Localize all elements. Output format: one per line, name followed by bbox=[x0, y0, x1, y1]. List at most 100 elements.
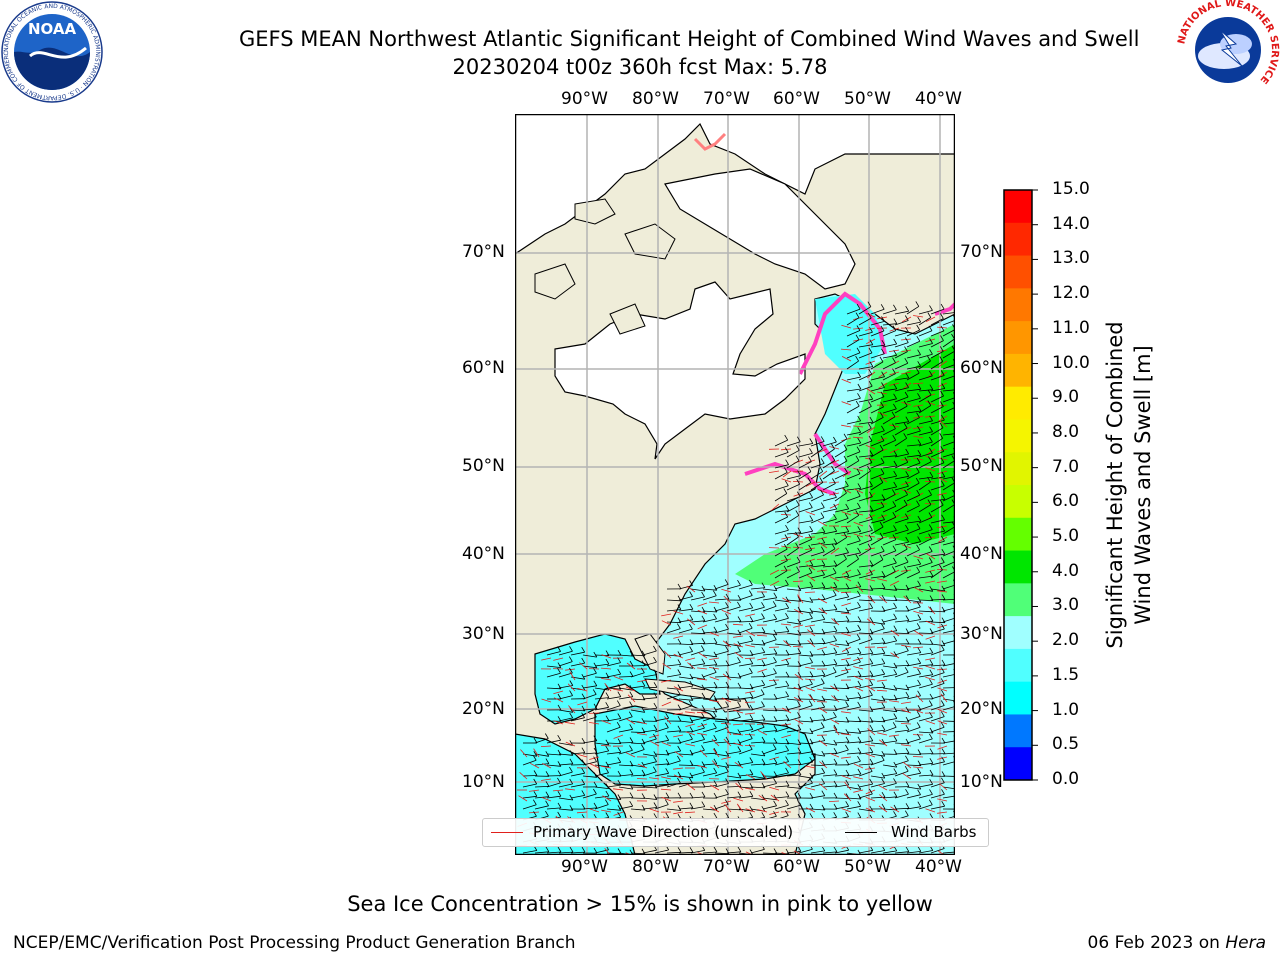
wind-barb bbox=[726, 796, 741, 799]
lat-label-right: 10°N bbox=[960, 772, 1003, 792]
wind-barb-feather bbox=[593, 668, 597, 674]
wind-barb bbox=[846, 731, 861, 734]
wind-barb bbox=[906, 753, 922, 755]
wind-barb bbox=[834, 741, 850, 744]
wind-barb bbox=[642, 797, 657, 800]
wind-barb-feather bbox=[689, 603, 694, 610]
wind-barb bbox=[858, 530, 873, 535]
wind-barb bbox=[870, 462, 885, 469]
wave-direction-arrow bbox=[853, 776, 864, 780]
wind-barb-feather bbox=[881, 514, 885, 520]
wind-barb bbox=[810, 507, 825, 513]
wind-barb-feather bbox=[701, 591, 705, 598]
wind-barb-feather bbox=[893, 713, 898, 719]
wind-barb bbox=[786, 621, 801, 625]
wind-barb-feather bbox=[833, 758, 838, 765]
wind-barb bbox=[894, 310, 909, 315]
wind-barb-feather bbox=[725, 736, 730, 743]
wind-barb bbox=[858, 470, 871, 480]
wind-barb bbox=[930, 848, 945, 854]
wind-barb bbox=[798, 662, 813, 667]
wind-barb-feather bbox=[892, 325, 897, 331]
wave-direction-arrow bbox=[841, 424, 852, 428]
wave-direction-arrow bbox=[649, 777, 660, 780]
wind-barb bbox=[798, 617, 813, 623]
wind-barb-feather bbox=[881, 494, 886, 500]
wind-barb-feather bbox=[713, 722, 717, 729]
wind-barb bbox=[822, 851, 838, 854]
wind-barb-feather bbox=[821, 560, 826, 566]
wind-barb-feather bbox=[941, 606, 946, 613]
wind-barb-feather bbox=[689, 591, 693, 597]
wind-barb bbox=[546, 807, 562, 810]
wave-direction-arrow bbox=[915, 694, 924, 703]
wind-barb bbox=[678, 807, 693, 810]
wind-barb bbox=[906, 571, 920, 579]
wave-direction-arrow bbox=[913, 555, 924, 560]
wind-barb-feather bbox=[916, 489, 921, 496]
wind-barb-feather bbox=[761, 714, 766, 721]
wind-barb-feather bbox=[748, 590, 753, 596]
wind-barb bbox=[834, 797, 850, 799]
wind-barb-feather bbox=[713, 747, 718, 754]
wind-barb bbox=[702, 772, 717, 777]
wind-barb-feather bbox=[617, 805, 622, 811]
wind-barb-feather bbox=[593, 747, 598, 754]
wave-direction-arrow bbox=[913, 415, 924, 419]
wind-barb-feather bbox=[725, 788, 729, 795]
wind-barb bbox=[702, 664, 717, 667]
wind-barb-feather bbox=[796, 556, 801, 563]
wind-barb bbox=[870, 729, 885, 733]
wind-barb bbox=[870, 353, 885, 359]
wind-barb bbox=[882, 309, 897, 315]
wind-barb-feather bbox=[569, 766, 573, 773]
wind-barb bbox=[690, 596, 705, 601]
wind-barb bbox=[918, 330, 933, 337]
wind-barb-feather bbox=[725, 671, 730, 677]
wind-barb-feather bbox=[749, 602, 754, 609]
wind-barb-feather bbox=[857, 526, 862, 532]
wind-barb bbox=[882, 373, 896, 381]
wind-barb bbox=[834, 620, 850, 623]
wind-barb bbox=[846, 339, 860, 348]
wind-barb bbox=[810, 795, 825, 799]
wind-barb-feather bbox=[905, 536, 910, 543]
wave-direction-arrow bbox=[793, 624, 804, 628]
wind-barb bbox=[690, 771, 705, 777]
wind-barb bbox=[894, 405, 908, 414]
wind-barb bbox=[822, 565, 837, 568]
wind-barb-feather bbox=[869, 602, 874, 609]
lon-label-bottom: 50°W bbox=[844, 857, 891, 877]
wave-direction-arrow bbox=[540, 745, 552, 747]
wind-barb-feather bbox=[785, 671, 790, 678]
wind-barb bbox=[618, 764, 634, 767]
wave-direction-arrow bbox=[673, 767, 684, 770]
wind-barb-feather bbox=[749, 692, 754, 698]
wave-direction-arrow bbox=[865, 312, 876, 318]
wind-barb-feather bbox=[833, 803, 838, 810]
wind-barb-feather bbox=[689, 623, 693, 630]
colorbar-swatch bbox=[1004, 747, 1032, 781]
wind-barb bbox=[582, 672, 597, 678]
wind-barb-feather bbox=[928, 546, 933, 552]
wind-barb-feather bbox=[916, 523, 921, 529]
wind-barb-feather bbox=[941, 548, 946, 555]
wind-barb-feather bbox=[617, 691, 622, 697]
lat-label-right: 20°N bbox=[960, 699, 1003, 719]
wind-barb-feather bbox=[761, 582, 766, 588]
wind-barb-feather bbox=[917, 449, 922, 456]
wind-barb-feather bbox=[593, 735, 598, 741]
wind-barb bbox=[810, 706, 825, 711]
wind-barb bbox=[906, 520, 921, 524]
wave-direction-arrow bbox=[876, 689, 888, 692]
wind-barb-feather bbox=[689, 646, 693, 652]
wind-barb-feather bbox=[557, 770, 562, 776]
wind-barb-feather bbox=[893, 470, 898, 477]
wind-barb bbox=[894, 485, 909, 491]
wind-barb-feather bbox=[605, 767, 609, 774]
wind-barb-feather bbox=[917, 658, 922, 664]
wind-barb-feather bbox=[773, 592, 778, 599]
wind-barb bbox=[894, 599, 910, 601]
wind-barb-feather bbox=[821, 582, 826, 588]
wind-barb bbox=[834, 518, 849, 524]
